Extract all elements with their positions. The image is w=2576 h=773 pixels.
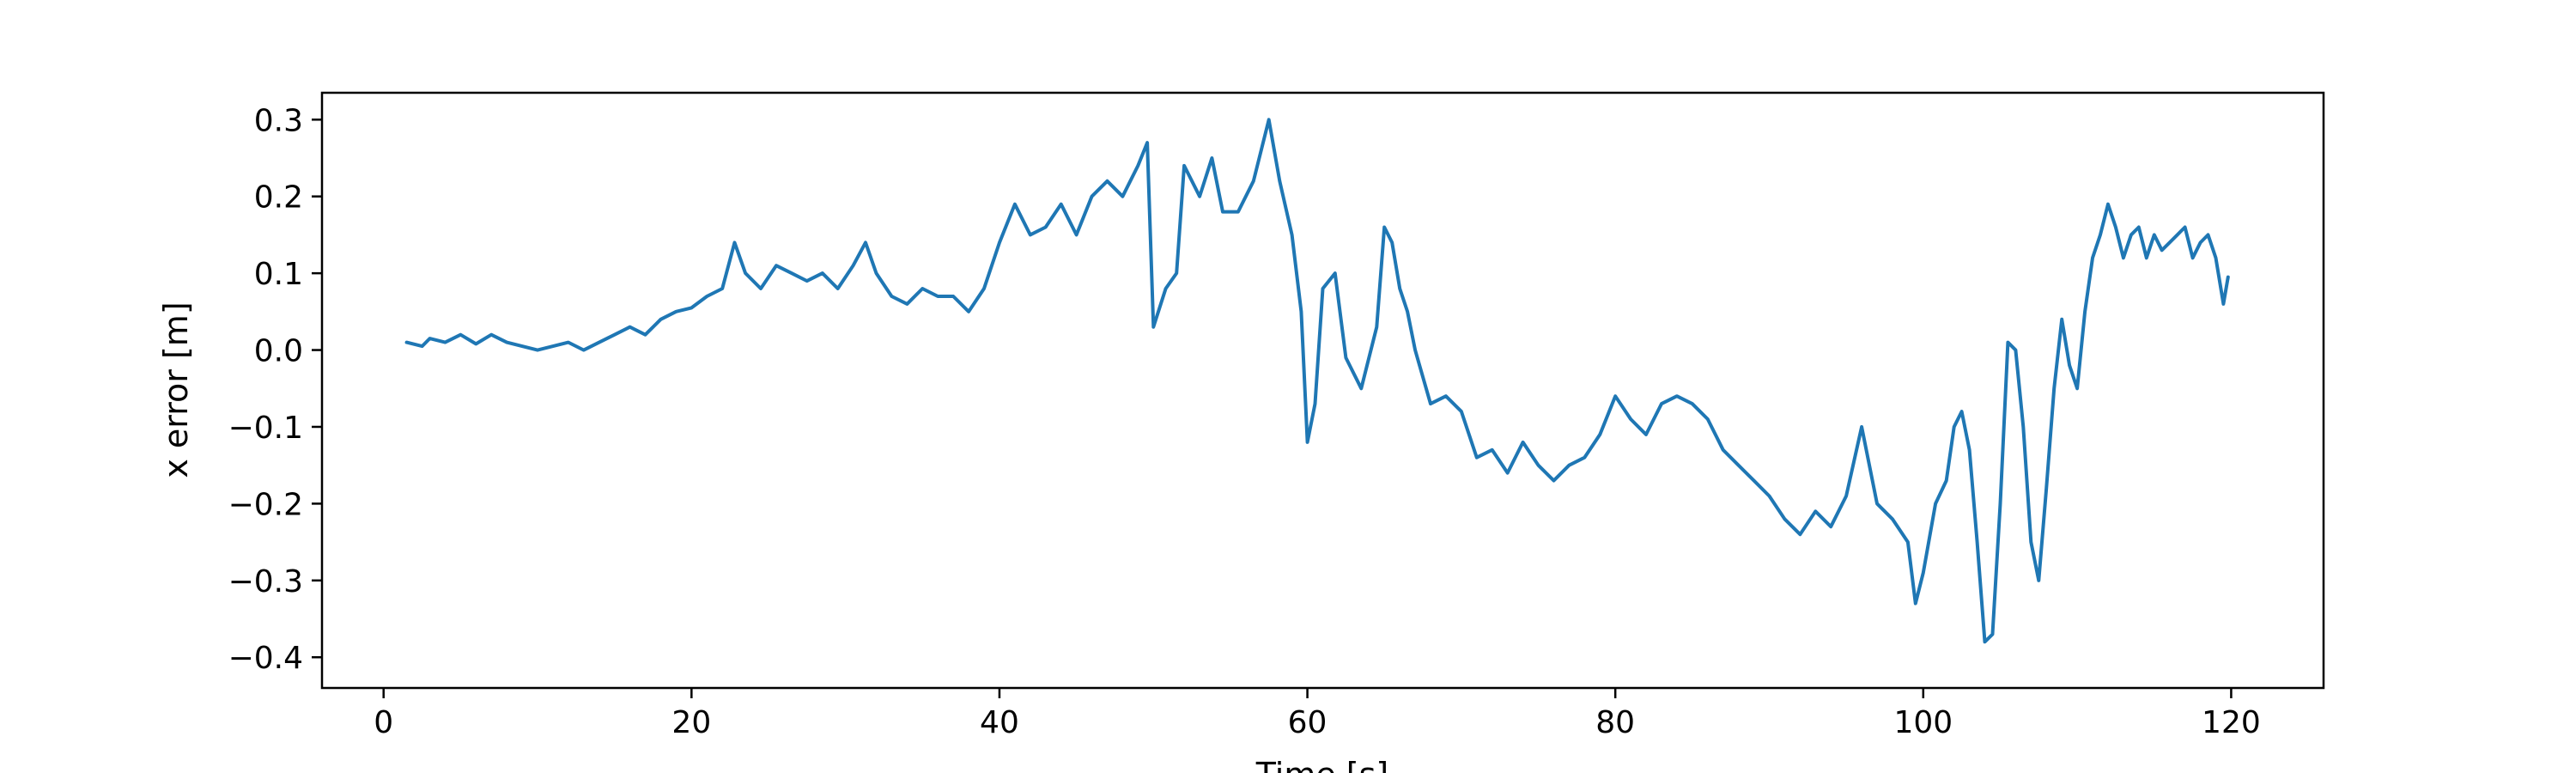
x-axis: 0 20 40 60 80 100 120 bbox=[374, 688, 2261, 740]
x-axis-label: Time [s] bbox=[1255, 756, 1389, 773]
x-tick-label: 20 bbox=[671, 705, 711, 740]
series-line bbox=[404, 118, 2230, 644]
plot-area bbox=[320, 91, 2325, 690]
x-tick-label: 120 bbox=[2202, 705, 2261, 740]
x-tick-label: 100 bbox=[1893, 705, 1953, 740]
y-axis-label: x error [m] bbox=[157, 301, 195, 478]
y-tick-label: 0.2 bbox=[254, 180, 303, 216]
y-tick-label: 0.1 bbox=[254, 257, 303, 292]
y-tick-label: 0.3 bbox=[254, 103, 303, 138]
x-tick-label: 80 bbox=[1595, 705, 1635, 740]
y-tick-label: −0.1 bbox=[228, 411, 303, 446]
y-axis: −0.4 −0.3 −0.2 −0.1 0.0 0.1 0.2 0.3 bbox=[228, 103, 322, 676]
x-tick-label: 0 bbox=[374, 705, 393, 740]
x-tick-label: 60 bbox=[1288, 705, 1327, 740]
y-tick-label: −0.4 bbox=[228, 641, 303, 676]
y-tick-label: 0.0 bbox=[254, 334, 303, 369]
y-tick-label: −0.3 bbox=[228, 564, 303, 600]
x-tick-label: 40 bbox=[980, 705, 1019, 740]
y-tick-label: −0.2 bbox=[228, 487, 303, 522]
